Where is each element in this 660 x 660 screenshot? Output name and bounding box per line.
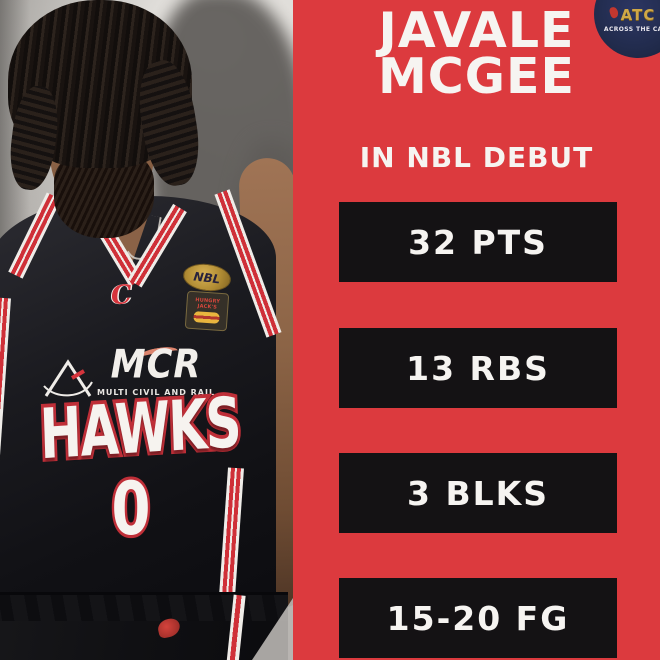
player-name-line1: JAVALE [378, 2, 575, 59]
jersey-number: 0 [109, 465, 153, 553]
jersey-team-name: HAWKS [36, 380, 245, 478]
player-shorts [0, 592, 288, 660]
debut-subtitle: IN NBL DEBUT [359, 141, 594, 174]
stat-box-blocks: 3 BLKS [339, 453, 617, 533]
hungry-jacks-patch: HUNGRY JACK'S [184, 290, 230, 332]
burger-icon [193, 311, 220, 324]
champion-logo-icon: C [110, 279, 133, 312]
stats-panel: JAVALE MCGEE IN NBL DEBUT 32 PTS 13 RBS … [293, 0, 660, 660]
hungry-jacks-label: HUNGRY JACK'S [195, 297, 221, 311]
player-photo: C NBL HUNGRY JACK'S MCR MULTI CIVIL AND … [0, 0, 293, 660]
sponsor-mcr-wordmark: MCR [110, 341, 202, 388]
mcr-logo-mark-icon [43, 359, 93, 397]
stat-box-points: 32 PTS [339, 202, 617, 282]
sponsor-mcr-tagline: MULTI CIVIL AND RAIL [96, 388, 216, 397]
player-name-line2: MCGEE [378, 48, 575, 105]
stat-box-rebounds: 13 RBS [339, 328, 617, 408]
logo-caption-text: ACROSS THE CAVS [603, 26, 660, 33]
stat-box-field-goals: 15-20 FG [339, 578, 617, 658]
player-name-title: JAVALE MCGEE [293, 2, 660, 105]
logo-abbr-text: ATC [594, 6, 660, 24]
nbl-patch-label: NBL [192, 268, 222, 287]
